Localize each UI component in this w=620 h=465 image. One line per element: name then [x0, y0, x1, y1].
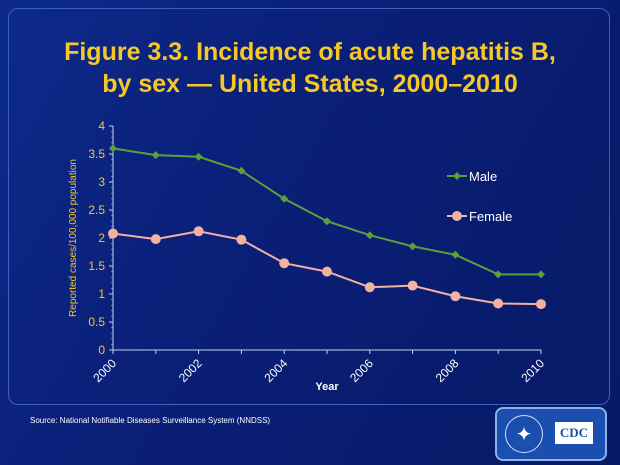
female-point [407, 280, 418, 291]
x-tick-label: 2004 [262, 356, 291, 385]
x-tick-label: 2006 [347, 356, 376, 385]
male-point [109, 144, 117, 153]
legend-female-label: Female [469, 209, 512, 224]
male-point [194, 152, 203, 161]
y-tick-label: 2.5 [88, 203, 105, 217]
content-frame [8, 8, 610, 405]
title-line-2: by sex — United States, 2000–2010 [102, 70, 518, 98]
y-tick-label: 1.5 [88, 259, 105, 273]
y-tick-label: 0 [98, 343, 105, 357]
y-tick-label: 3 [98, 175, 105, 189]
x-axis-title: Year [315, 381, 339, 393]
female-point [279, 258, 290, 269]
y-axis-title: Reported cases/100,000 population [68, 159, 79, 317]
male-point [537, 270, 545, 279]
y-tick-label: 4 [98, 119, 105, 133]
y-tick-label: 2 [98, 231, 105, 245]
female-point [150, 234, 161, 245]
x-tick-label: 2000 [90, 356, 119, 385]
x-tick-label: 2002 [176, 356, 205, 385]
male-point [451, 250, 460, 259]
hhs-eagle-icon: ✦ [505, 415, 543, 453]
cdc-logo: ✦ CDC [495, 407, 607, 461]
male-point [280, 194, 289, 203]
male-point [365, 231, 374, 240]
male-point [408, 242, 417, 251]
female-point [536, 299, 546, 310]
female-point [108, 228, 118, 239]
title-line-1: Figure 3.3. Incidence of acute hepatitis… [64, 38, 556, 66]
female-point [493, 298, 504, 309]
y-tick-label: 3.5 [88, 147, 105, 161]
y-tick-label: 0.5 [88, 315, 105, 329]
male-point [323, 217, 331, 226]
female-point [193, 226, 204, 237]
female-point [364, 282, 375, 293]
chart-title: Figure 3.3. Incidence of acute hepatitis… [0, 36, 620, 100]
y-tick-label: 1 [98, 287, 105, 301]
legend-male-marker [453, 172, 461, 180]
male-point [494, 270, 503, 279]
cdc-logo-text: CDC [555, 422, 593, 444]
male-point [237, 166, 246, 175]
female-point [236, 234, 247, 245]
male-point [151, 151, 160, 160]
legend-male-label: Male [469, 169, 497, 184]
x-tick-label: 2010 [518, 356, 547, 385]
female-point [450, 291, 461, 302]
x-tick-label: 2008 [433, 356, 462, 385]
female-point [322, 266, 332, 277]
source-note: Source: National Notifiable Diseases Sur… [30, 416, 271, 425]
legend-female-marker [452, 211, 462, 221]
